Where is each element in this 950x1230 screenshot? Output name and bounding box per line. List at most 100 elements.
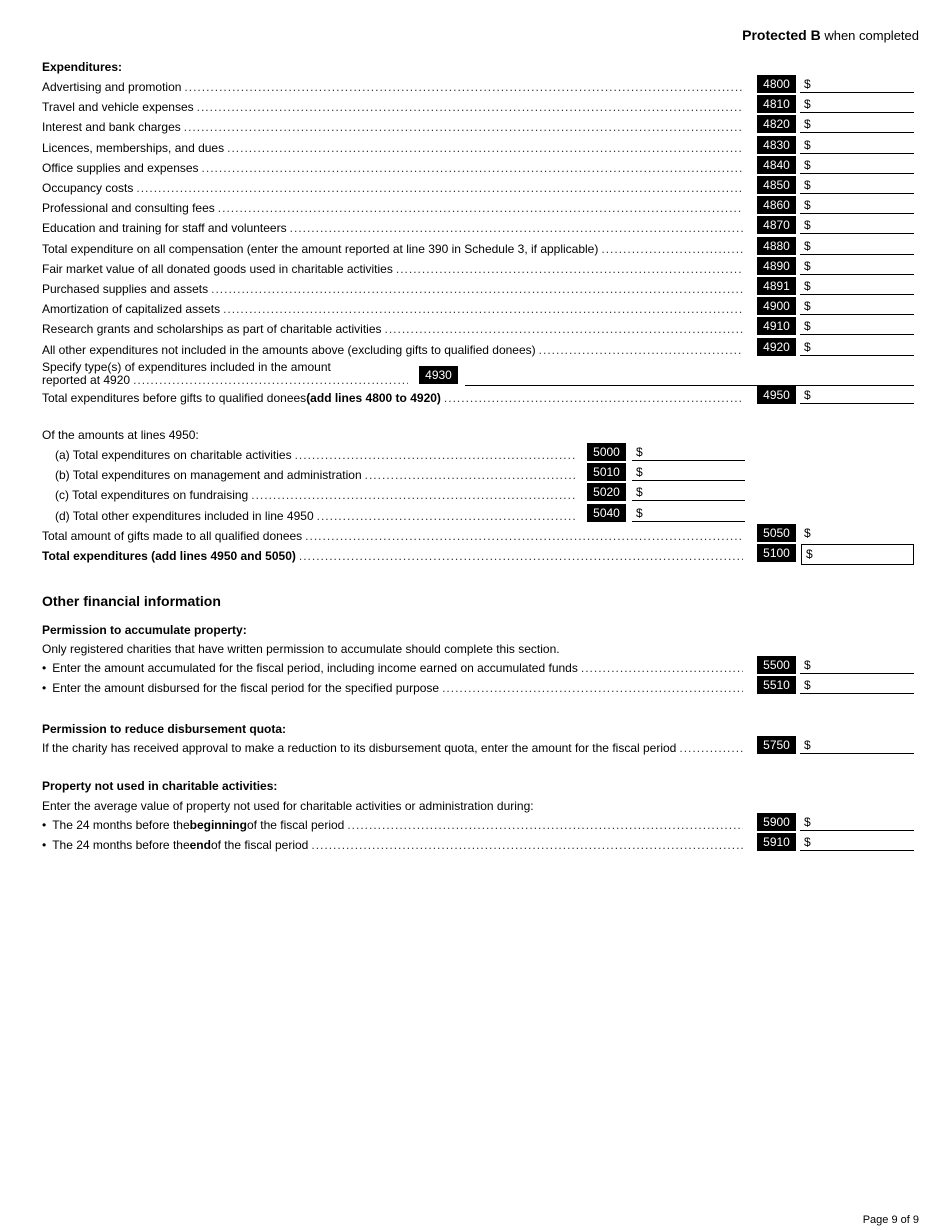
line-code-box: 4810 — [757, 95, 796, 114]
row-label-text: Enter the amount disbursed for the fisca… — [52, 681, 440, 696]
when-completed-label: when completed — [824, 28, 919, 43]
amount-input[interactable]: $ — [800, 95, 914, 114]
row-label-bold: Total expenditures (add lines 4950 and 5… — [42, 549, 296, 563]
dot-leader — [208, 281, 743, 297]
row-label-text: If the charity has received approval to … — [42, 741, 677, 755]
amount-input[interactable]: $ — [800, 297, 914, 316]
row-label: All other expenditures not included in t… — [42, 342, 743, 358]
dot-leader — [248, 487, 576, 503]
amount-input[interactable]: $ — [632, 504, 745, 522]
form-row: Licences, memberships, and dues 4830 $ — [0, 135, 950, 156]
line-code-box: 4910 — [757, 317, 796, 336]
amount-input[interactable]: $ — [800, 136, 914, 154]
amount-input[interactable]: $ — [800, 524, 914, 542]
amount-input[interactable]: $ — [800, 813, 914, 831]
amount-input[interactable]: $ — [801, 544, 914, 565]
amount-input[interactable]: $ — [800, 656, 914, 674]
amount-input[interactable]: $ — [800, 317, 914, 336]
row-label-bold: (add lines 4800 to 4920) — [306, 391, 441, 405]
line-code-box: 4840 — [757, 155, 796, 174]
amount-input[interactable]: $ — [800, 277, 914, 295]
amount-input[interactable]: $ — [800, 257, 914, 275]
currency-symbol: $ — [804, 117, 811, 132]
line-code-box: 4850 — [757, 176, 796, 194]
row-label-text: Licences, memberships, and dues — [42, 140, 225, 155]
row-label-text: Occupancy costs — [42, 181, 134, 195]
row-label-text: Enter the amount accumulated for the fis… — [52, 661, 578, 675]
dot-leader — [302, 528, 743, 544]
form-row: Fair market value of all donated goods u… — [0, 256, 950, 276]
row-label: Travel and vehicle expenses — [42, 99, 743, 115]
amount-input[interactable]: $ — [800, 176, 914, 194]
row-label-text: Education and training for staff and vol… — [42, 221, 287, 236]
dot-leader — [181, 79, 743, 95]
row-label: Total amount of gifts made to all qualif… — [42, 528, 743, 544]
dot-leader — [382, 321, 743, 337]
row-label-text: Advertising and promotion — [42, 80, 182, 94]
form-row: Office supplies and expenses 4840 $ — [0, 155, 950, 176]
accumulate-intro: Only registered charities that have writ… — [42, 642, 560, 656]
line-code-box: 5100 — [757, 544, 796, 562]
bullet-icon: • — [42, 818, 47, 832]
currency-symbol: $ — [804, 279, 811, 293]
row-label: Total expenditure on all compensation (e… — [42, 241, 743, 257]
row-label: Licences, memberships, and dues — [42, 140, 743, 156]
currency-symbol: $ — [804, 388, 811, 402]
amount-input[interactable]: $ — [800, 833, 914, 852]
dot-leader — [598, 241, 743, 257]
amount-input[interactable]: $ — [800, 237, 914, 255]
property-title: Property not used in charitable activiti… — [42, 779, 278, 793]
currency-symbol: $ — [636, 465, 643, 480]
row-label-text: The 24 months before the — [52, 838, 190, 853]
form-row: Education and training for staff and vol… — [0, 216, 950, 235]
row-label: Office supplies and expenses — [42, 160, 743, 176]
amount-input[interactable]: $ — [632, 463, 745, 482]
protected-label: Protected B — [742, 27, 821, 43]
line-code-box: 4860 — [757, 196, 796, 215]
currency-symbol: $ — [804, 738, 811, 752]
other-financial-title: Other financial information — [42, 593, 221, 609]
line-code-box: 5910 — [757, 833, 796, 852]
line-code-box: 5510 — [757, 676, 796, 695]
form-row: • Enter the amount disbursed for the fisc… — [0, 676, 950, 695]
specify-input[interactable] — [465, 367, 914, 386]
amount-input[interactable]: $ — [800, 338, 914, 356]
dot-leader — [224, 140, 743, 156]
currency-symbol: $ — [804, 238, 811, 253]
row-label-text: (b) Total expenditures on management and… — [55, 468, 362, 483]
currency-symbol: $ — [804, 526, 811, 540]
line-code-box: 5050 — [757, 524, 796, 542]
amount-input[interactable]: $ — [800, 75, 914, 93]
amount-input[interactable]: $ — [800, 676, 914, 695]
row-label: (d) Total other expenditures included in… — [55, 508, 576, 524]
line-code-box: 5750 — [757, 736, 796, 754]
currency-symbol: $ — [804, 198, 811, 213]
amount-input[interactable]: $ — [800, 115, 914, 134]
amount-input[interactable]: $ — [632, 483, 745, 502]
amount-input[interactable]: $ — [632, 443, 745, 461]
currency-symbol: $ — [636, 445, 643, 459]
row-label-text: Office supplies and expenses — [42, 160, 199, 175]
row-label-text: Interest and bank charges — [42, 120, 181, 135]
row-label-text: Total expenditure on all compensation (e… — [42, 241, 599, 256]
dot-leader — [292, 447, 576, 463]
amount-input[interactable]: $ — [800, 156, 914, 174]
form-row: (c) Total expenditures on fundraising 502… — [0, 483, 950, 502]
row-label-text: Professional and consulting fees — [42, 201, 215, 216]
dot-leader — [536, 342, 743, 358]
row-label-text: (a) Total expenditures on charitable act… — [55, 448, 292, 462]
dot-leader — [287, 220, 743, 236]
row-label-bold: beginning — [189, 818, 247, 832]
amount-input[interactable]: $ — [800, 196, 914, 215]
form-row: (b) Total expenditures on management and… — [0, 463, 950, 482]
amount-input[interactable]: $ — [800, 736, 914, 754]
currency-symbol: $ — [804, 678, 811, 693]
currency-symbol: $ — [806, 547, 813, 561]
currency-symbol: $ — [804, 815, 811, 829]
currency-symbol: $ — [804, 157, 811, 172]
form-row: Professional and consulting fees 4860 $ — [0, 196, 950, 215]
amount-input[interactable]: $ — [800, 216, 914, 235]
currency-symbol: $ — [636, 505, 643, 520]
amount-input[interactable]: $ — [800, 386, 914, 404]
form-row: • Enter the amount accumulated for the fi… — [0, 656, 950, 675]
